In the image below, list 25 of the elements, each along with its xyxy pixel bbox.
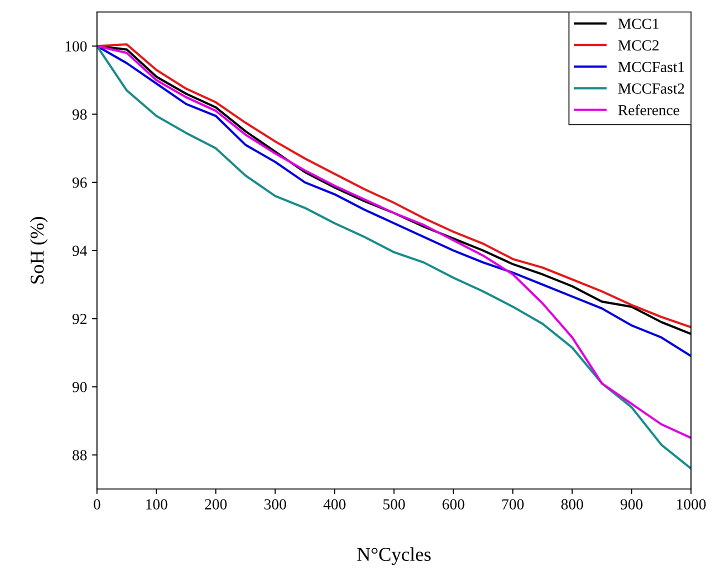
y-tick-label: 90 bbox=[72, 382, 87, 392]
legend-label: MCC2 bbox=[618, 40, 659, 51]
y-tick-label: 94 bbox=[72, 246, 88, 256]
x-axis-title: N°Cycles bbox=[357, 547, 431, 565]
y-tick-label: 88 bbox=[72, 450, 87, 460]
x-tick-label: 800 bbox=[561, 499, 584, 510]
legend-label: MCC1 bbox=[618, 18, 658, 29]
y-tick-label: 92 bbox=[72, 314, 86, 324]
x-tick-label: 600 bbox=[442, 499, 464, 510]
legend-label: MCCFast1 bbox=[618, 62, 684, 72]
x-tick-label: 300 bbox=[264, 499, 286, 510]
x-tick-label: 0 bbox=[94, 499, 100, 510]
y-tick-label: 98 bbox=[72, 109, 87, 120]
y-tick-label: 100 bbox=[66, 41, 87, 52]
legend-label: Reference bbox=[618, 104, 680, 116]
x-tick-label: 400 bbox=[323, 499, 346, 510]
x-tick-label: 1000 bbox=[677, 499, 706, 510]
y-axis-title: SoH (%) bbox=[30, 217, 48, 284]
x-tick-label: 700 bbox=[502, 499, 524, 510]
legend-label: MCCFast2 bbox=[618, 83, 684, 94]
x-tick-label: 900 bbox=[620, 499, 642, 510]
x-tick-label: 500 bbox=[383, 499, 405, 510]
x-tick-label: 100 bbox=[146, 499, 168, 510]
x-tick-label: 200 bbox=[205, 499, 227, 510]
y-tick-label: 96 bbox=[72, 178, 87, 188]
